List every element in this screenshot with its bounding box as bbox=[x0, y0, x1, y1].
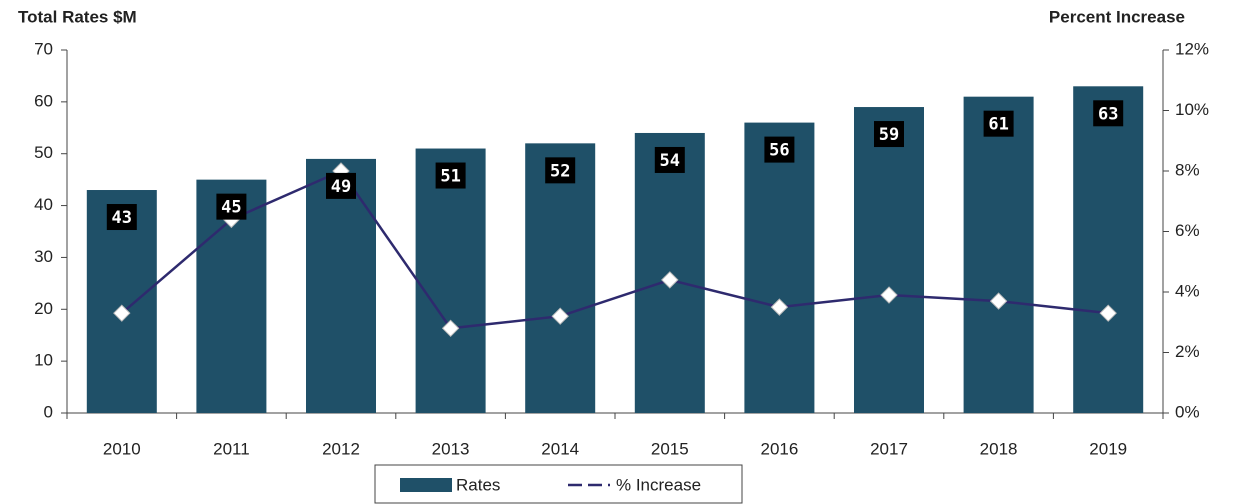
data-label: 51 bbox=[440, 167, 460, 187]
data-label-bg bbox=[216, 193, 247, 220]
data-label: 61 bbox=[988, 115, 1008, 135]
data-label: 49 bbox=[331, 177, 351, 197]
data-label-bg bbox=[764, 136, 795, 163]
line-marker bbox=[113, 304, 131, 322]
data-label: 59 bbox=[879, 125, 899, 145]
line-marker bbox=[441, 319, 460, 338]
y-tick-label: 30 bbox=[34, 247, 53, 266]
legend-label: % Increase bbox=[616, 475, 701, 494]
x-tick-label: 2013 bbox=[432, 439, 470, 458]
y2-tick-label: 8% bbox=[1175, 160, 1200, 179]
x-tick-label: 2017 bbox=[870, 439, 908, 458]
line-marker bbox=[661, 271, 679, 289]
y2-tick-label: 6% bbox=[1175, 221, 1200, 240]
y2-tick-label: 0% bbox=[1175, 402, 1200, 421]
legend-swatch bbox=[400, 478, 452, 492]
y-tick-label: 70 bbox=[34, 39, 53, 58]
y-tick-label: 40 bbox=[34, 195, 53, 214]
data-label: 43 bbox=[112, 208, 132, 228]
y-tick-label: 10 bbox=[34, 351, 53, 370]
y-tick-label: 0 bbox=[44, 402, 53, 421]
data-label-bg bbox=[874, 121, 904, 148]
y-tick-label: 20 bbox=[34, 299, 53, 318]
y2-axis-title: Percent Increase bbox=[1049, 7, 1185, 26]
x-tick-label: 2015 bbox=[651, 439, 689, 458]
y2-tick-label: 12% bbox=[1175, 39, 1209, 58]
x-tick-label: 2016 bbox=[760, 439, 798, 458]
data-label: 54 bbox=[660, 151, 680, 171]
data-label-bg bbox=[983, 110, 1014, 137]
y2-tick-label: 4% bbox=[1175, 281, 1200, 300]
data-label: 56 bbox=[769, 141, 789, 161]
data-label: 52 bbox=[550, 161, 570, 181]
line-marker bbox=[989, 292, 1008, 310]
bar bbox=[415, 148, 486, 413]
data-label-bg bbox=[106, 204, 137, 231]
x-tick-label: 2014 bbox=[541, 439, 579, 458]
line-marker bbox=[551, 307, 569, 325]
y-tick-label: 60 bbox=[34, 91, 53, 110]
data-label-bg bbox=[326, 172, 356, 199]
data-label-bg bbox=[1093, 100, 1124, 127]
line-marker bbox=[770, 298, 789, 316]
x-tick-label: 2010 bbox=[103, 439, 141, 458]
data-label-bg bbox=[545, 157, 576, 184]
y2-tick-label: 10% bbox=[1175, 100, 1209, 119]
x-tick-label: 2018 bbox=[980, 439, 1018, 458]
data-label: 45 bbox=[221, 198, 241, 218]
line-marker bbox=[880, 286, 898, 304]
line bbox=[120, 169, 1109, 330]
x-tick-label: 2011 bbox=[213, 439, 250, 458]
bar bbox=[963, 96, 1034, 414]
bar bbox=[744, 122, 815, 413]
bar bbox=[525, 143, 596, 414]
bar bbox=[306, 158, 376, 413]
y2-tick-label: 2% bbox=[1175, 342, 1200, 361]
data-label-bg bbox=[435, 162, 466, 189]
bar bbox=[1073, 86, 1144, 414]
line-marker bbox=[1099, 304, 1117, 322]
data-label-bg bbox=[654, 146, 685, 173]
x-tick-label: 2019 bbox=[1089, 439, 1127, 458]
y-axis-title: Total Rates $M bbox=[18, 7, 137, 26]
data-label: 63 bbox=[1098, 104, 1118, 124]
x-tick-label: 2012 bbox=[322, 439, 360, 458]
y-tick-label: 50 bbox=[34, 143, 53, 162]
legend-label: Rates bbox=[456, 475, 500, 494]
bar bbox=[854, 107, 924, 414]
